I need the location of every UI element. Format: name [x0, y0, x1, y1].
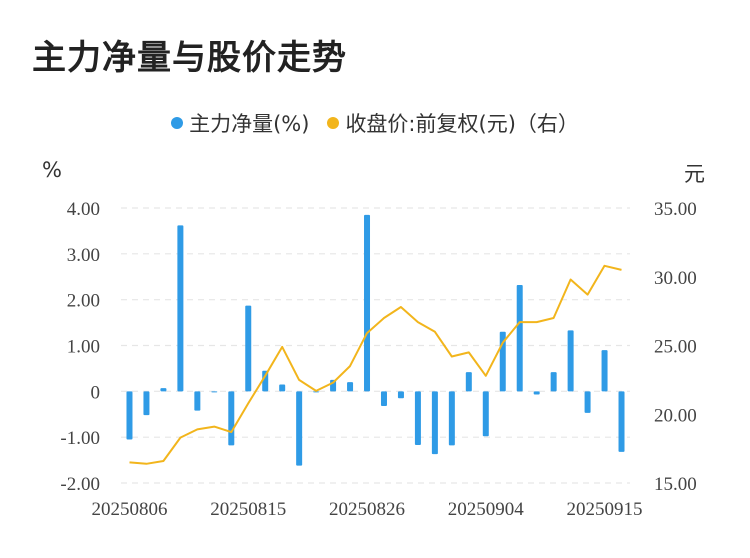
legend-price-marker — [327, 117, 340, 129]
y-left-tick-label: 3.00 — [67, 245, 100, 266]
y-right-tick-label: 20.00 — [654, 405, 697, 426]
x-tick-label: 20250826 — [329, 499, 405, 520]
net-bar — [465, 372, 472, 392]
net-bar — [364, 214, 371, 392]
x-tick-label: 20250915 — [567, 499, 643, 520]
net-bar — [618, 391, 625, 452]
y-left-tick-label: 0 — [91, 382, 101, 403]
net-bar — [160, 388, 167, 392]
price-line — [129, 264, 622, 465]
net-bar — [177, 225, 184, 392]
net-bar — [584, 391, 591, 413]
y-right-tick-label: 15.00 — [654, 474, 697, 495]
net-bar — [431, 391, 438, 455]
net-bar — [533, 391, 540, 395]
net-bar — [550, 372, 557, 392]
left-axis-unit: % — [42, 158, 62, 182]
net-bar — [143, 391, 150, 416]
net-bar — [516, 285, 523, 392]
net-bar — [245, 305, 252, 392]
y-right-tick-label: 35.00 — [654, 199, 697, 220]
y-left-tick-label: -2.00 — [60, 474, 100, 495]
net-bar — [296, 391, 303, 466]
y-right-tick-label: 25.00 — [654, 337, 697, 358]
y-left-tick-label: 1.00 — [67, 337, 100, 358]
net-bar — [211, 391, 218, 393]
net-bar — [126, 391, 133, 440]
chart-title: 主力净量与股价走势 — [32, 38, 347, 78]
net-bar — [601, 350, 608, 392]
y-left-tick-label: 4.00 — [67, 199, 100, 220]
x-tick-label: 20250806 — [91, 499, 167, 520]
net-bar — [482, 391, 489, 437]
net-bar — [228, 391, 235, 446]
x-tick-label: 20250815 — [210, 499, 286, 520]
y-right-tick-label: 30.00 — [654, 268, 697, 289]
net-bar — [347, 382, 354, 392]
legend-item-net[interactable]: 主力净量(%) — [171, 108, 309, 138]
net-bar — [262, 370, 269, 392]
legend: 主力净量(%) 收盘价:前复权(元)（右） — [0, 108, 750, 138]
net-bar — [380, 391, 387, 406]
right-axis-unit: 元 — [684, 162, 705, 186]
net-bar — [414, 391, 421, 445]
legend-net-marker — [171, 117, 184, 129]
legend-item-price[interactable]: 收盘价:前复权(元)（右） — [327, 108, 579, 138]
net-bar — [194, 391, 201, 411]
legend-price-label: 收盘价:前复权(元)（右） — [345, 112, 579, 136]
x-tick-label: 20250904 — [448, 499, 525, 520]
net-bar — [448, 391, 455, 446]
net-bar — [397, 391, 404, 399]
net-bar — [567, 330, 574, 392]
y-left-tick-label: 2.00 — [67, 291, 100, 312]
y-left-tick-label: -1.00 — [60, 428, 100, 449]
legend-net-label: 主力净量(%) — [189, 112, 310, 136]
net-bar — [279, 384, 286, 392]
